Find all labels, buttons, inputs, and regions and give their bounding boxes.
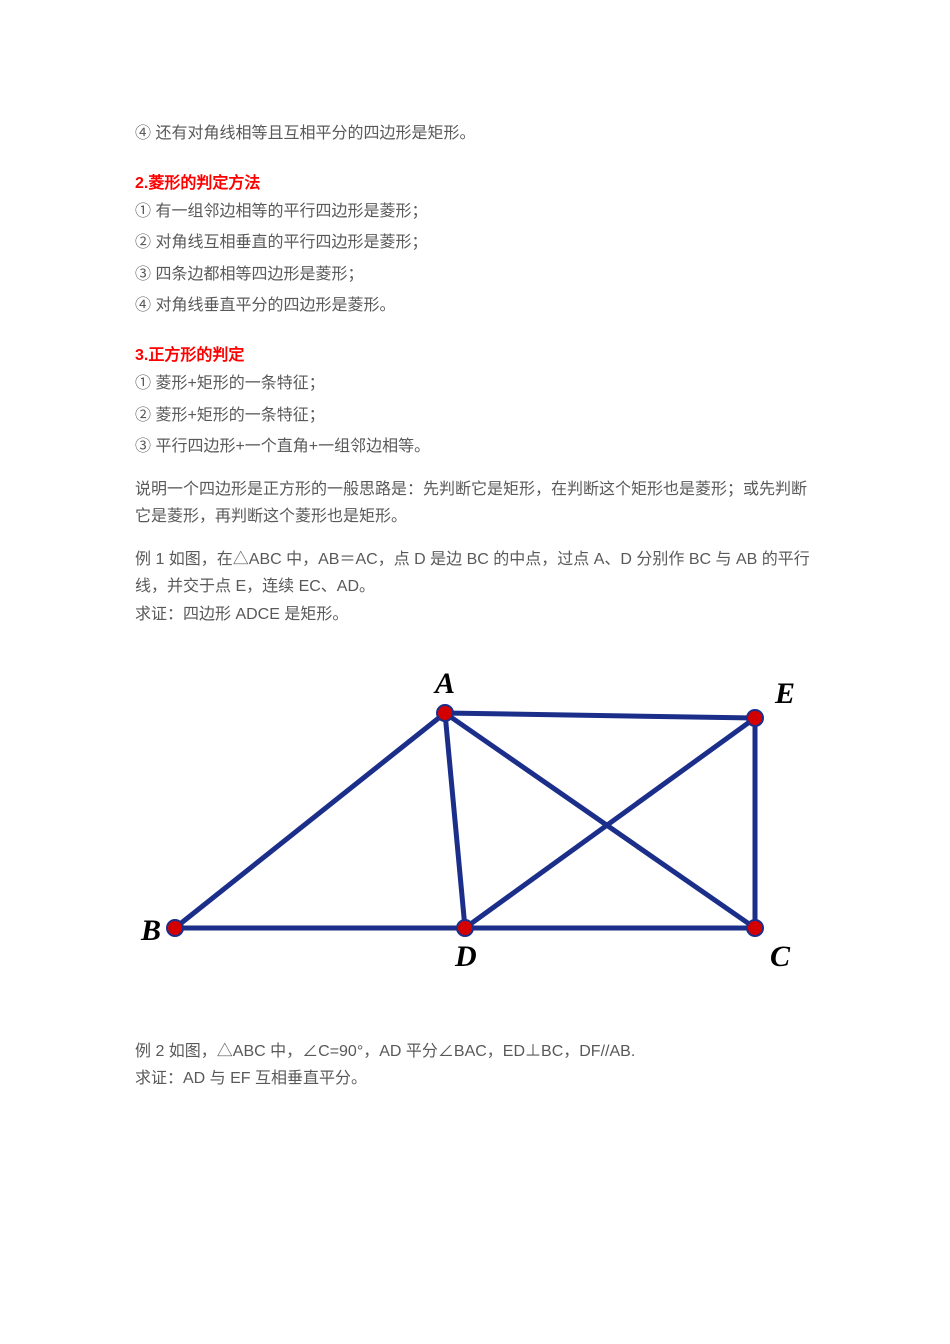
- example-1: 例 1 如图，在△ABC 中，AB＝AC，点 D 是边 BC 的中点，过点 A、…: [135, 546, 815, 628]
- diagram-vertex-label: D: [454, 940, 477, 973]
- square-item-1: ① 菱形+矩形的一条特征；: [135, 371, 815, 397]
- diagram-edge: [175, 713, 445, 928]
- square-heading: 3.正方形的判定: [135, 341, 815, 365]
- square-item-3: ③ 平行四边形+一个直角+一组邻边相等。: [135, 434, 815, 460]
- square-explanation: 说明一个四边形是正方形的一般思路是：先判断它是矩形，在判断这个矩形也是菱形；或先…: [135, 476, 815, 530]
- diagram-vertex-label: A: [433, 667, 455, 700]
- diagram-vertex-label: E: [774, 677, 795, 710]
- diagram-edge: [445, 713, 465, 928]
- diagram-vertex: [437, 705, 453, 721]
- geometry-diagram: A E B D C: [135, 658, 815, 998]
- rhombus-item-3: ③ 四条边都相等四边形是菱形；: [135, 262, 815, 288]
- diagram-vertex: [167, 920, 183, 936]
- example-2: 例 2 如图，△ABC 中，∠C=90°，AD 平分∠BAC，ED⊥BC，DF/…: [135, 1038, 815, 1092]
- example-2-line-1: 例 2 如图，△ABC 中，∠C=90°，AD 平分∠BAC，ED⊥BC，DF/…: [135, 1043, 635, 1060]
- diagram-vertex-label: C: [770, 940, 791, 973]
- diagram-vertex: [747, 710, 763, 726]
- diagram-vertex: [457, 920, 473, 936]
- rhombus-item-4: ④ 对角线垂直平分的四边形是菱形。: [135, 293, 815, 319]
- square-item-2: ② 菱形+矩形的一条特征；: [135, 403, 815, 429]
- diagram-vertex: [747, 920, 763, 936]
- example-2-line-2: 求证：AD 与 EF 互相垂直平分。: [135, 1070, 367, 1087]
- document-page: ④ 还有对角线相等且互相平分的四边形是矩形。 2.菱形的判定方法 ① 有一组邻边…: [0, 0, 950, 1168]
- diagram-edge: [445, 713, 755, 928]
- diagram-vertex-label: B: [140, 914, 161, 947]
- example-1-line-2: 求证：四边形 ADCE 是矩形。: [135, 606, 348, 623]
- rhombus-heading: 2.菱形的判定方法: [135, 169, 815, 193]
- rect-item-4: ④ 还有对角线相等且互相平分的四边形是矩形。: [135, 121, 815, 147]
- rhombus-item-2: ② 对角线互相垂直的平行四边形是菱形；: [135, 230, 815, 256]
- rhombus-item-1: ① 有一组邻边相等的平行四边形是菱形；: [135, 199, 815, 225]
- diagram-edge: [445, 713, 755, 718]
- example-1-line-1: 例 1 如图，在△ABC 中，AB＝AC，点 D 是边 BC 的中点，过点 A、…: [135, 551, 810, 595]
- example-1-figure: A E B D C: [135, 658, 815, 998]
